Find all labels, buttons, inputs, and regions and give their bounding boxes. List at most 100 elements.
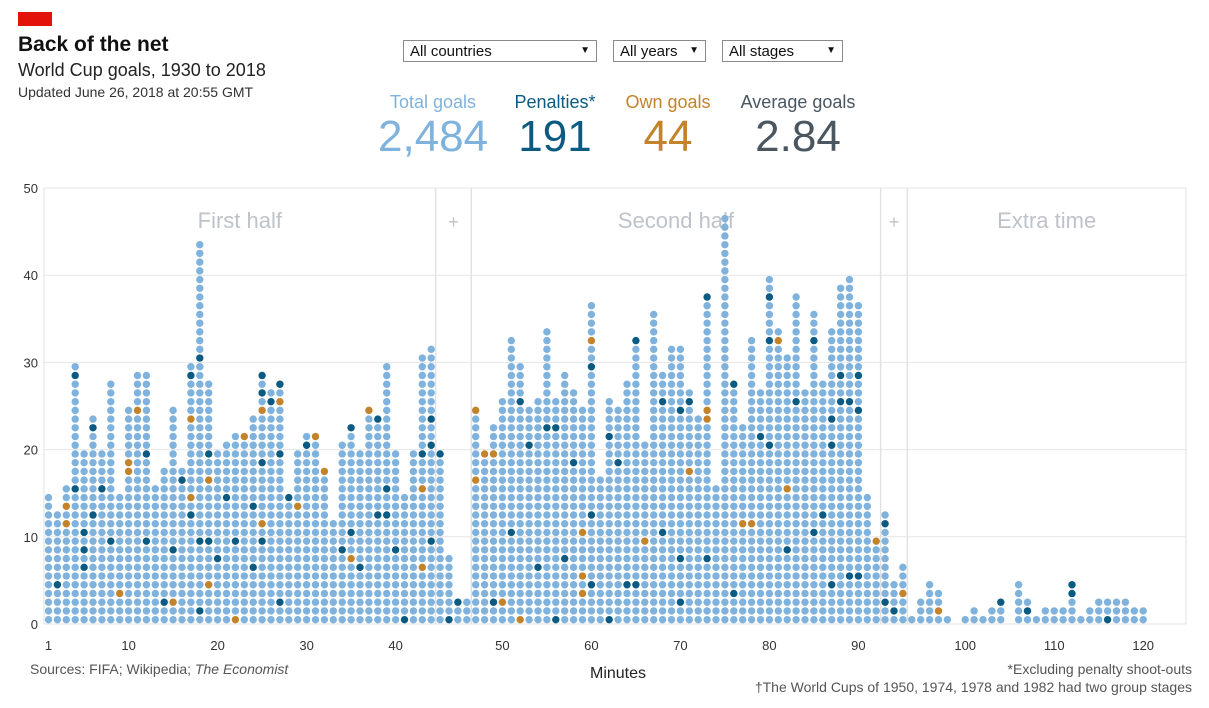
goal-dot: [489, 432, 498, 441]
goal-dot: [276, 581, 284, 589]
goal-dot: [338, 528, 346, 537]
goal-dot: [756, 389, 765, 397]
goal-dot: [801, 520, 809, 528]
stat-own-goals-value: 44: [643, 112, 693, 161]
goal-dot: [44, 511, 53, 519]
goal-dot: [721, 397, 729, 406]
goal-dot: [427, 485, 435, 493]
goal-dot: [587, 520, 596, 528]
goal-dot: [801, 389, 809, 397]
goal-dot: [391, 528, 400, 537]
stat-own-goals-label: Own goals: [625, 92, 711, 112]
goal-dot: [222, 563, 231, 572]
goal-dot: [160, 502, 168, 510]
goal-dot: [436, 511, 444, 519]
goal-dot: [721, 310, 729, 319]
goal-dot: [703, 476, 711, 484]
goal-dot: [605, 520, 613, 528]
goal-dot: [285, 502, 293, 510]
penalty-dot: [854, 371, 863, 380]
goal-dot: [391, 502, 400, 510]
goal-dot: [845, 293, 854, 301]
goal-dot: [44, 537, 53, 545]
goal-dot: [685, 406, 693, 415]
penalty-dot: [374, 511, 382, 519]
goal-dot: [685, 572, 693, 580]
goal-dot: [552, 511, 560, 519]
goal-dot: [854, 528, 863, 537]
stat-total-goals-label: Total goals: [389, 92, 477, 112]
goal-dot: [400, 572, 409, 580]
goal-dot: [44, 607, 53, 615]
goal-dot: [676, 485, 685, 493]
goal-dot: [819, 546, 827, 554]
goal-dot: [569, 467, 578, 476]
goal-dot: [338, 485, 346, 493]
goal-dot: [721, 528, 729, 537]
goal-dot: [338, 615, 346, 624]
own-goal-dot: [418, 563, 426, 572]
goal-dot: [721, 380, 729, 388]
goal-dot: [534, 511, 542, 519]
countries-dropdown[interactable]: All countries ▼: [403, 40, 597, 62]
goal-dot: [472, 415, 480, 423]
goal-dot: [383, 528, 391, 537]
goal-dot: [178, 502, 186, 510]
goal-dot: [142, 415, 151, 423]
goal-dot: [605, 493, 613, 502]
goal-dot: [142, 520, 151, 528]
goal-dot: [44, 502, 53, 510]
goal-dot: [587, 380, 596, 388]
goal-dot: [685, 450, 693, 458]
goal-dot: [329, 528, 337, 537]
goal-dot: [71, 467, 79, 476]
goal-dot: [765, 406, 774, 415]
goal-dot: [854, 511, 863, 519]
goal-dot: [98, 511, 106, 519]
goal-dot: [472, 424, 480, 432]
goal-dot: [632, 572, 640, 580]
goal-dot: [418, 363, 426, 371]
goal-dot: [756, 615, 765, 624]
goal-dot: [658, 554, 667, 563]
x-tick-label: 120: [1132, 638, 1154, 653]
goal-dot: [187, 406, 195, 415]
goal-dot: [294, 450, 302, 458]
goal-dot: [196, 528, 204, 537]
goal-dot: [828, 336, 836, 345]
sources-italic: The Economist: [194, 661, 289, 677]
goal-dot: [658, 502, 667, 510]
goal-dot: [845, 493, 854, 502]
goal-dot: [489, 493, 498, 502]
goal-dot: [427, 554, 435, 563]
stages-dropdown[interactable]: All stages ▼: [722, 40, 843, 62]
goal-dot: [427, 493, 435, 502]
goal-dot: [756, 397, 765, 406]
goal-dot: [774, 520, 782, 528]
goal-dot: [294, 598, 302, 606]
goal-dot: [970, 615, 978, 624]
goal-dot: [71, 572, 79, 580]
goal-dot: [302, 432, 311, 441]
goal-dot: [845, 380, 854, 388]
sources-text: Sources: FIFA; Wikipedia;: [30, 661, 195, 677]
goal-dot: [240, 493, 248, 502]
goal-dot: [71, 424, 79, 432]
goal-dot: [507, 371, 515, 380]
goal-dot: [676, 371, 685, 380]
y-tick-label: 40: [24, 268, 38, 283]
goal-dot: [569, 554, 578, 563]
goal-dot: [267, 467, 275, 476]
goal-dot: [828, 458, 836, 467]
penalty-dot: [676, 554, 685, 563]
goal-dot: [783, 354, 791, 362]
goal-dot: [756, 572, 765, 580]
goal-dot: [133, 389, 142, 397]
goal-dot: [783, 607, 791, 615]
goal-dot: [685, 511, 693, 519]
years-dropdown[interactable]: All years ▼: [613, 40, 706, 62]
goal-dot: [196, 581, 204, 589]
goal-dot: [383, 363, 391, 371]
goal-dot: [1095, 615, 1103, 624]
